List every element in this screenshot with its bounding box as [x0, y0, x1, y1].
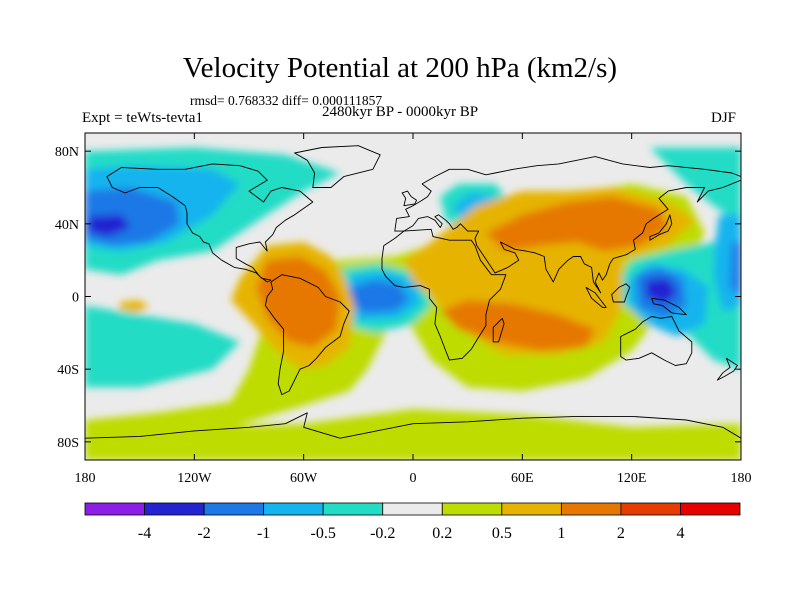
colorbar-swatch [441, 502, 503, 516]
x-tick-label: 120W [177, 471, 212, 486]
coastline-greenland [294, 145, 381, 188]
coastline-eurasia [394, 156, 741, 294]
colorbar-label: -0.5 [311, 525, 336, 542]
contour-orange-arabia [449, 303, 486, 333]
coastline-sumatra [585, 286, 607, 308]
colorbar-label: -4 [138, 525, 151, 542]
contour-blue-east-pacific-edge [730, 242, 741, 297]
colorbar-label: 0.5 [492, 525, 512, 542]
contour-orange-south-america [256, 256, 341, 348]
stats-line: rmsd= 0.768332 diff= 0.000111857 [190, 93, 383, 108]
contour-fill-layer [85, 133, 741, 460]
colorbar-swatch [203, 502, 265, 516]
contour-blue-atlantic [349, 280, 410, 313]
y-tick-label: 80S [57, 436, 79, 451]
coastline-australia [620, 316, 693, 366]
period-label: 2480kyr BP - 0000kyr BP [322, 104, 479, 120]
colorbar-swatch [263, 502, 324, 516]
contour-dblue-maritime [646, 278, 678, 304]
colorbar-label: 4 [676, 525, 684, 542]
colorbar-swatch [144, 502, 205, 516]
y-axis: 80N 40N 0 40S 80S [55, 145, 741, 451]
colorbar-swatch [501, 502, 562, 516]
x-axis: 180 120W 60W 0 60E 120E 180 [75, 133, 752, 486]
colorbar-swatch [322, 502, 384, 516]
season-label: DJF [711, 110, 737, 126]
contour-gold-south-pacific-blob [117, 300, 149, 313]
x-tick-label: 180 [731, 471, 752, 486]
colorbar-swatch [620, 502, 681, 516]
colorbar-label: 2 [617, 525, 625, 542]
coastline-north-america [106, 163, 314, 283]
x-tick-label: 60E [511, 471, 534, 486]
coastlines [85, 145, 741, 439]
coastline-south-america [264, 274, 350, 396]
coastline-new-zealand [716, 357, 738, 381]
colorbar: -4 -2 -1 -0.5 -0.2 0.2 0.5 1 2 4 [84, 502, 741, 542]
x-tick-label: 60W [290, 471, 318, 486]
y-tick-label: 40S [57, 363, 79, 378]
experiment-label: Expt = teWts-tevta1 [82, 110, 203, 126]
y-tick-label: 40N [55, 218, 79, 233]
coastline-borneo [611, 283, 631, 303]
contour-dblue-north-pacific [88, 214, 131, 237]
y-tick-label: 0 [72, 291, 79, 306]
colorbar-label: -1 [257, 525, 270, 542]
x-tick-label: 120E [617, 471, 647, 486]
colorbar-label: -2 [197, 525, 210, 542]
contour-teal-tropical-pacific [85, 305, 240, 388]
colorbar-swatch [680, 502, 741, 516]
colorbar-swatch [382, 502, 443, 516]
coastline-uk [401, 190, 418, 207]
x-tick-label: 0 [410, 471, 417, 486]
y-tick-label: 80N [55, 145, 79, 160]
coastline-antarctica [85, 412, 741, 439]
colorbar-label: -0.2 [370, 525, 395, 542]
colorbar-swatch [84, 502, 145, 516]
chart-title: Velocity Potential at 200 hPa (km2/s) [182, 52, 618, 84]
colorbar-swatch [560, 502, 622, 516]
coastline-new-guinea [651, 297, 687, 316]
coastline-africa [381, 228, 507, 361]
colorbar-label: 0.2 [432, 525, 452, 542]
coastline-japan [649, 214, 673, 241]
contour-orange-asia [485, 196, 669, 252]
x-tick-label: 180 [75, 471, 96, 486]
coastline-madagascar [492, 317, 505, 343]
contour-lime-south-pole [85, 409, 741, 460]
colorbar-label: 1 [557, 525, 565, 542]
